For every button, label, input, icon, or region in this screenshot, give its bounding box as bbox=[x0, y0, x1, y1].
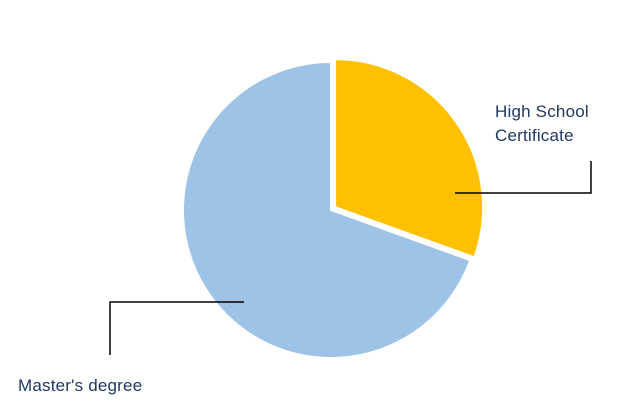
pie-slices bbox=[182, 58, 485, 359]
slice-label-1: Master's degree bbox=[18, 376, 142, 395]
leader-line-1 bbox=[109, 301, 244, 355]
slice-label-0: High School Certificate bbox=[495, 102, 589, 145]
pie-slice-high-school-certificate bbox=[334, 58, 485, 259]
leader-line-0 bbox=[455, 161, 592, 194]
pie-slice-master-s-degree bbox=[182, 60, 472, 359]
slice-label-line: High School bbox=[495, 102, 589, 121]
slice-label-line: Master's degree bbox=[18, 376, 142, 395]
slice-labels: High School Certificate Master's degree bbox=[18, 102, 589, 395]
leader-lines bbox=[109, 161, 592, 355]
slice-label-line: Certificate bbox=[495, 126, 574, 145]
